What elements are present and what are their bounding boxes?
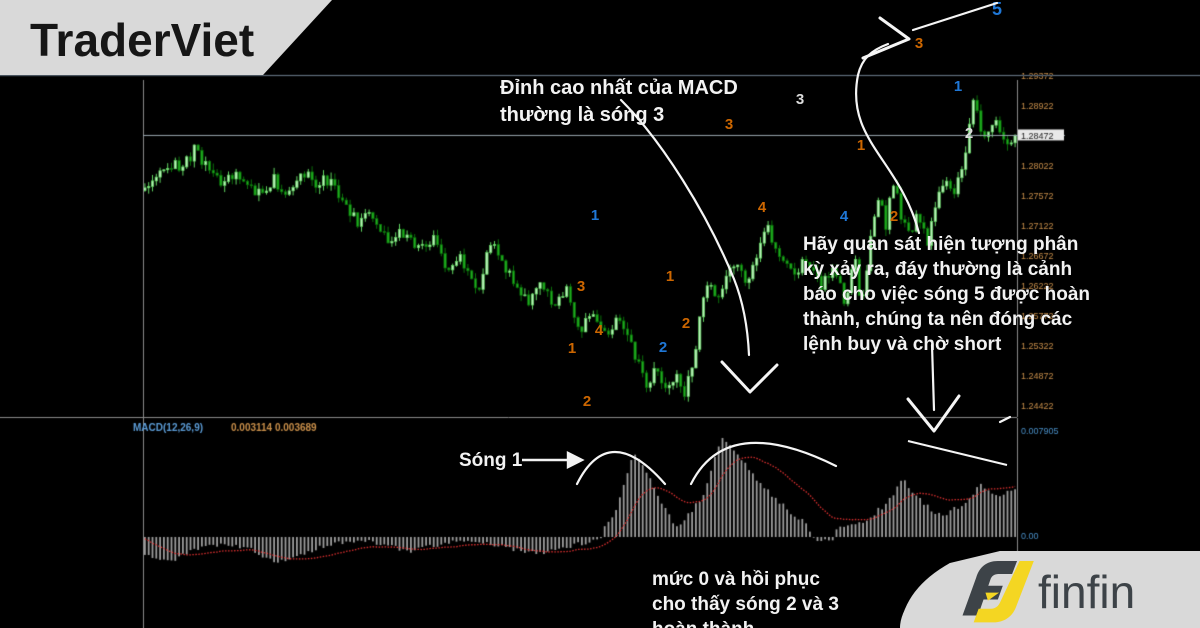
svg-text:3: 3 xyxy=(796,91,804,108)
svg-text:2: 2 xyxy=(583,393,591,410)
svg-text:lệnh buy và chờ short: lệnh buy và chờ short xyxy=(803,334,1002,355)
svg-text:2: 2 xyxy=(659,339,667,356)
svg-text:4: 4 xyxy=(758,199,767,216)
svg-text:mức 0 và hồi phục: mức 0 và hồi phục xyxy=(652,569,820,590)
svg-text:thành, chúng ta nên đóng các: thành, chúng ta nên đóng các xyxy=(803,309,1073,330)
svg-text:3: 3 xyxy=(915,35,923,52)
svg-text:2: 2 xyxy=(890,208,898,225)
svg-text:2: 2 xyxy=(965,125,973,142)
svg-text:TraderViet: TraderViet xyxy=(30,14,254,66)
svg-text:1: 1 xyxy=(954,78,962,95)
svg-text:3: 3 xyxy=(725,116,733,133)
svg-text:2: 2 xyxy=(682,315,690,332)
svg-text:cho thấy sóng 2 và 3: cho thấy sóng 2 và 3 xyxy=(652,594,839,615)
svg-text:1: 1 xyxy=(857,137,865,154)
svg-text:finfin: finfin xyxy=(1038,566,1135,618)
svg-text:báo cho việc sóng 5 được hoàn: báo cho việc sóng 5 được hoàn xyxy=(803,284,1090,305)
svg-text:1: 1 xyxy=(666,268,674,285)
svg-text:kỳ xảy ra, đáy thường là cảnh: kỳ xảy ra, đáy thường là cảnh xyxy=(803,259,1072,280)
svg-text:1: 1 xyxy=(591,207,599,224)
svg-text:Hãy quan sát hiện tượng phân: Hãy quan sát hiện tượng phân xyxy=(803,234,1078,255)
svg-text:thường là sóng 3: thường là sóng 3 xyxy=(500,104,664,126)
svg-text:4: 4 xyxy=(840,208,849,225)
svg-text:hoàn thành: hoàn thành xyxy=(652,619,754,628)
svg-text:4: 4 xyxy=(595,322,604,339)
svg-text:3: 3 xyxy=(577,278,585,295)
svg-text:1: 1 xyxy=(568,340,576,357)
svg-text:Sóng 1: Sóng 1 xyxy=(459,450,523,471)
svg-text:Đỉnh cao nhất của MACD: Đỉnh cao nhất của MACD xyxy=(500,77,738,99)
